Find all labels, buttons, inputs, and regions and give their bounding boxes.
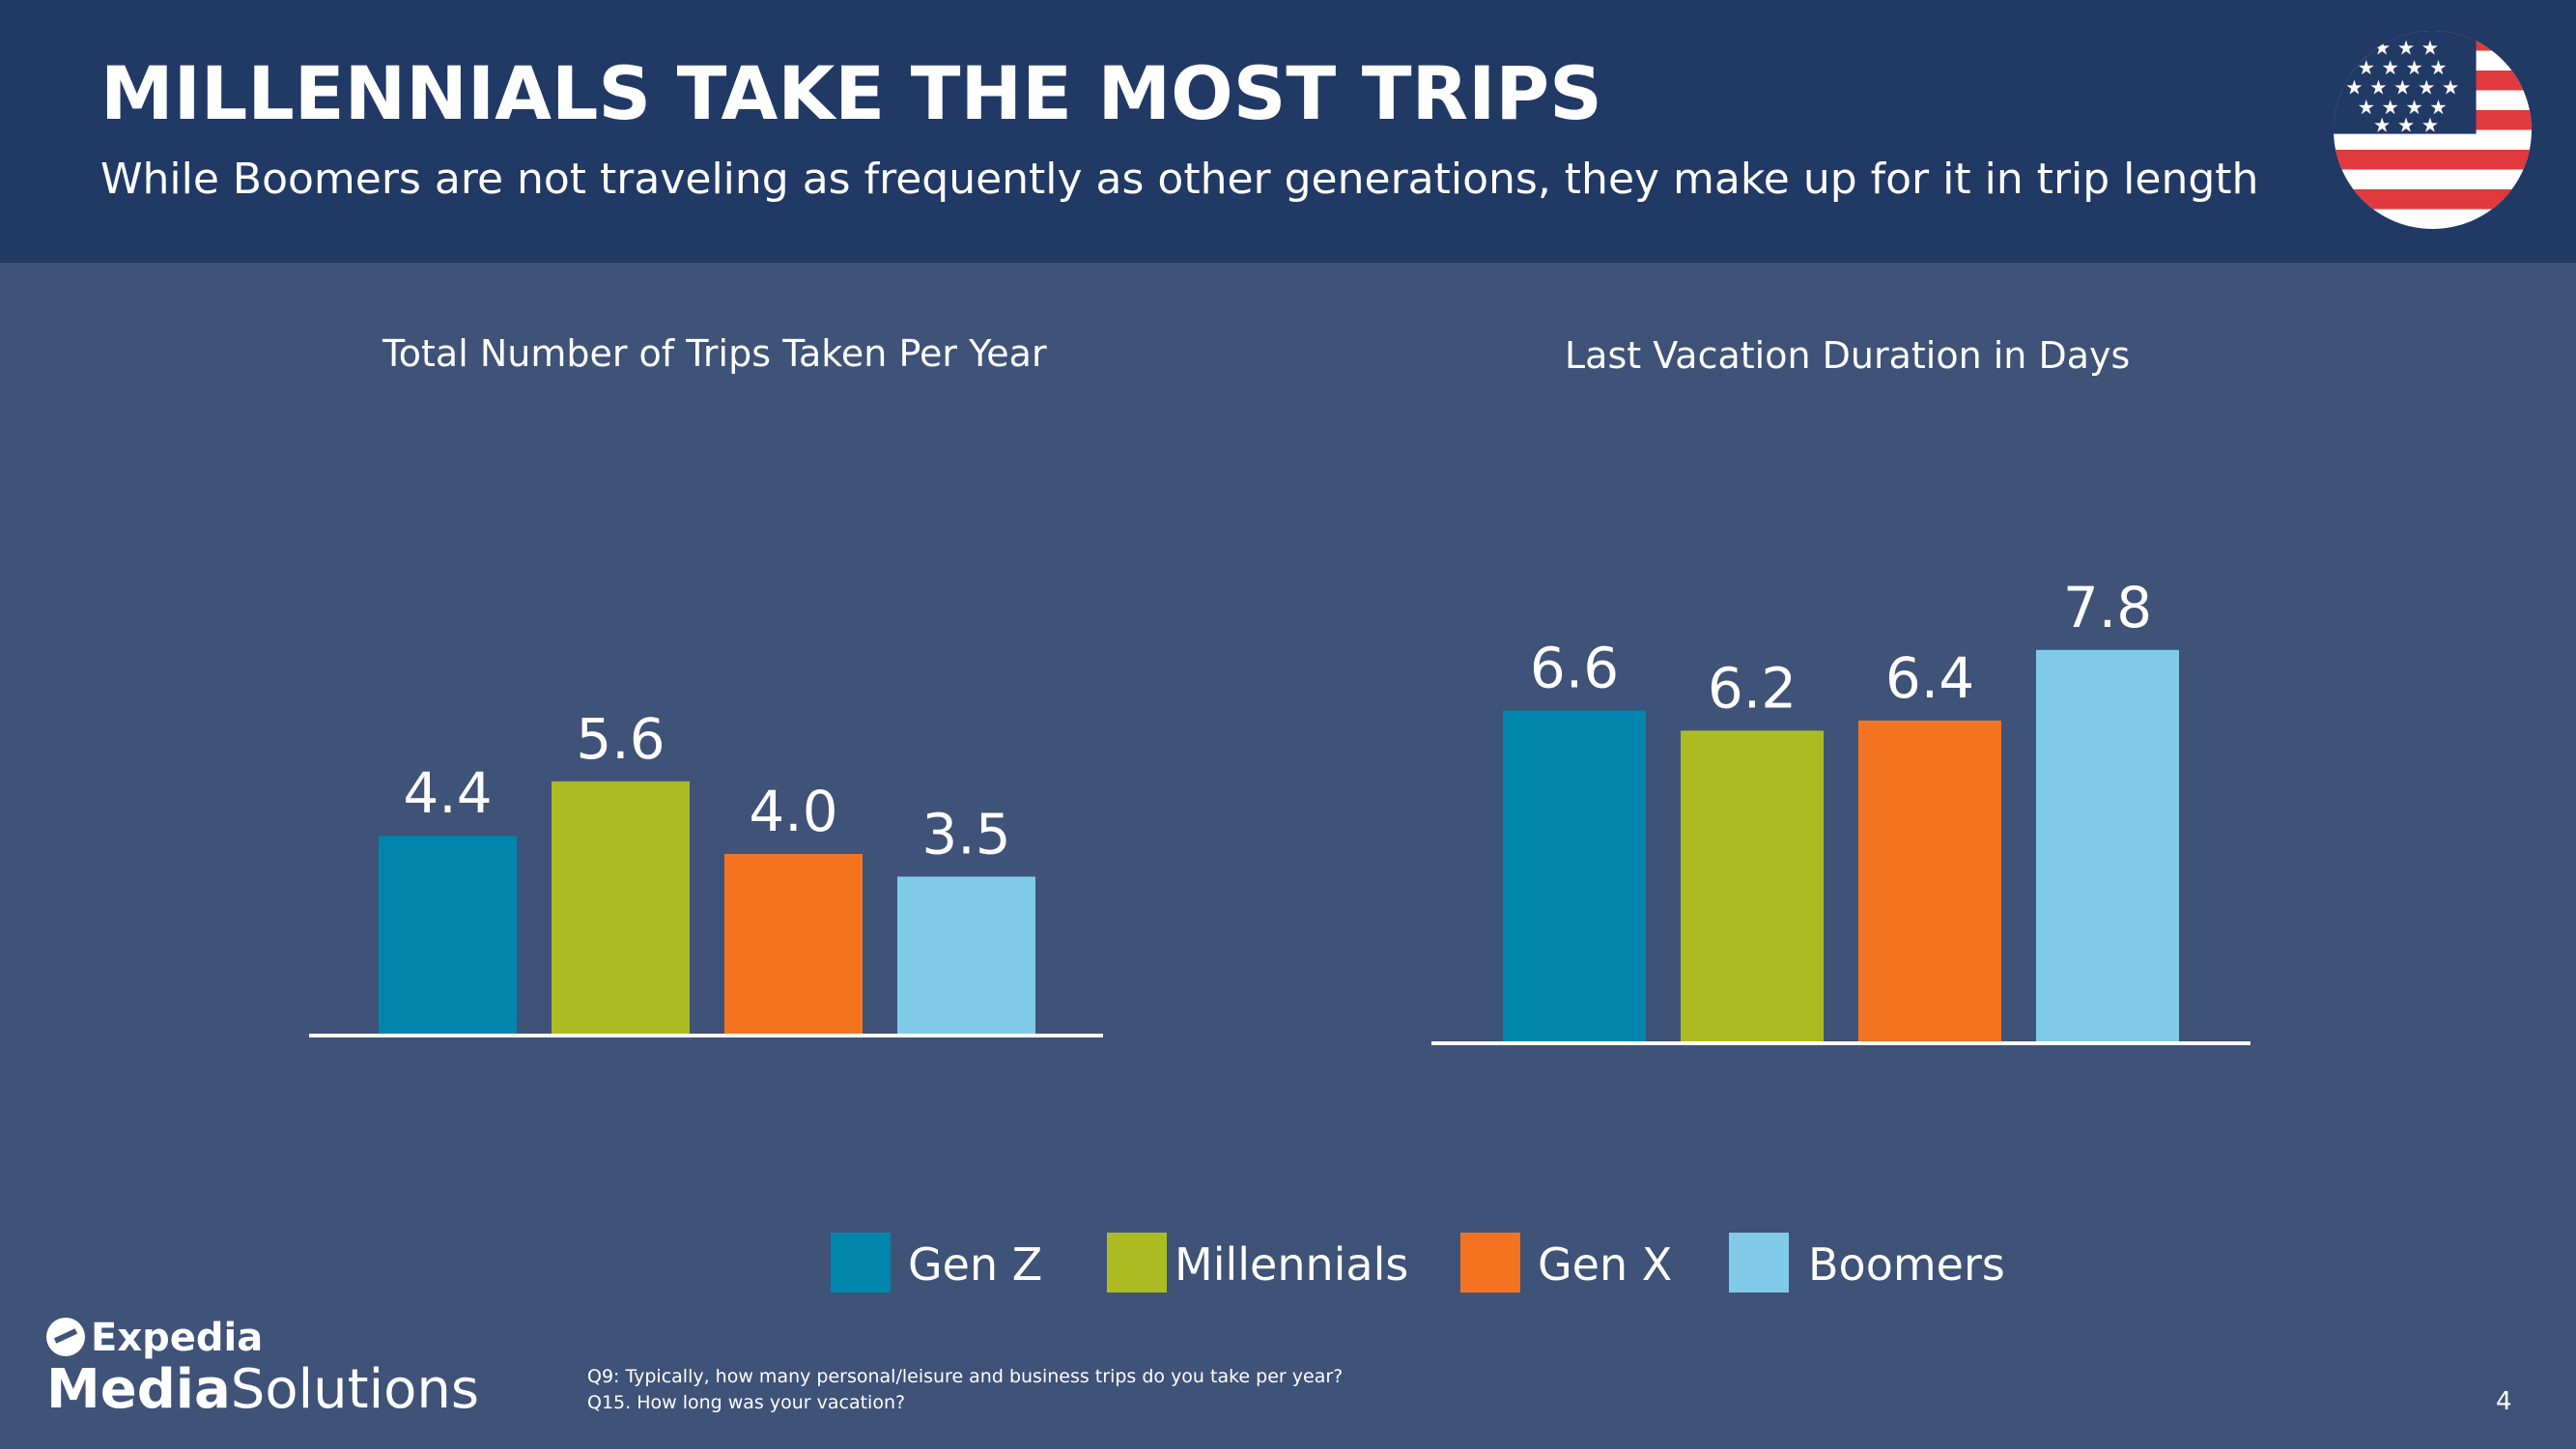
expedia-media-solutions-logo: Expedia MediaSolutions [46, 1316, 479, 1422]
logo-bottom-line: MediaSolutions [46, 1358, 479, 1421]
legend-swatch-millennials [1107, 1233, 1167, 1293]
chart-1-label-gen-x: 4.0 [749, 779, 837, 844]
chart-1-bar-gen-z [379, 836, 517, 1036]
chart-2-title: Last Vacation Duration in Days [1565, 334, 2131, 377]
chart-1-label-boomers: 3.5 [921, 802, 1010, 867]
header-banner: MILLENNIALS TAKE THE MOST TRIPS While Bo… [0, 0, 2576, 263]
legend-label-gen-x: Gen X [1538, 1238, 1673, 1291]
chart-2-bar-gen-z [1503, 710, 1646, 1043]
footnote-line-1: Q9: Typically, how many personal/leisure… [587, 1366, 1344, 1387]
chart-2-label-gen-x: 6.4 [1885, 645, 1974, 711]
legend-label-gen-z: Gen Z [908, 1238, 1043, 1291]
page-subtitle: While Boomers are not traveling as frequ… [100, 155, 2259, 204]
chart-1-label-millennials: 5.6 [576, 706, 665, 772]
chart-2-bar-boomers [2036, 649, 2179, 1043]
chart-2-label-gen-z: 6.6 [1530, 635, 1619, 700]
legend-swatch-boomers [1729, 1233, 1789, 1293]
chart-1-bar-millennials [552, 781, 690, 1036]
legend-swatch-gen-z [831, 1233, 891, 1293]
chart-2-label-boomers: 7.8 [2063, 575, 2152, 640]
footnote: Q9: Typically, how many personal/leisure… [587, 1364, 1343, 1416]
chart-1-bar-gen-x [724, 854, 863, 1036]
logo-expedia-text: Expedia [91, 1316, 264, 1360]
plane-icon [46, 1318, 85, 1356]
us-flag-icon: ★ ★ ★ ★ ★ ★ ★ ★ ★ ★ ★ ★ ★ ★ ★ ★ ★ ★ ★ [2334, 31, 2532, 229]
legend-label-boomers: Boomers [1808, 1238, 2005, 1291]
svg-text:★ ★ ★ ★: ★ ★ ★ ★ [2358, 56, 2448, 79]
svg-text:★ ★ ★ ★ ★: ★ ★ ★ ★ ★ [2345, 76, 2459, 99]
logo-top-line: Expedia [46, 1316, 263, 1360]
logo-solutions-text: Solutions [230, 1358, 480, 1421]
chart-1-title: Total Number of Trips Taken Per Year [382, 332, 1047, 375]
svg-text:★ ★ ★: ★ ★ ★ [2373, 114, 2439, 137]
chart-2-label-millennials: 6.2 [1708, 655, 1797, 721]
page-number: 4 [2496, 1387, 2512, 1416]
logo-media-text: Media [46, 1358, 231, 1421]
svg-text:★ ★ ★ ★: ★ ★ ★ ★ [2358, 96, 2448, 119]
chart-1-label-gen-z: 4.4 [403, 760, 492, 826]
chart-2-bar-gen-x [1858, 720, 2001, 1043]
legend-label-millennials: Millennials [1175, 1238, 1409, 1291]
legend-swatch-gen-x [1460, 1233, 1520, 1293]
footnote-line-2: Q15. How long was your vacation? [587, 1392, 906, 1413]
chart-1-bar-boomers [897, 876, 1035, 1036]
page-title: MILLENNIALS TAKE THE MOST TRIPS [100, 50, 1602, 136]
chart-2-bar-millennials [1681, 730, 1824, 1043]
